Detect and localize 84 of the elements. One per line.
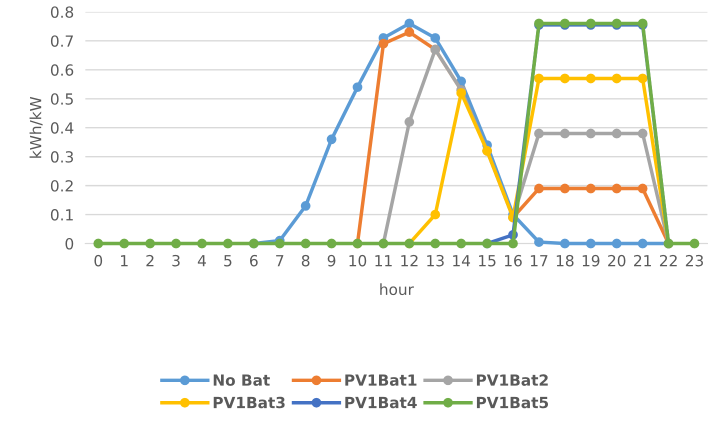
- point: [300, 201, 311, 211]
- point: [197, 238, 207, 248]
- x-tick-label: 14: [453, 255, 470, 266]
- point: [534, 184, 544, 194]
- x-tick-label: 0: [94, 254, 102, 266]
- point: [274, 238, 285, 248]
- point: [223, 238, 233, 248]
- point: [690, 238, 700, 248]
- x-tick-label: 23: [686, 254, 703, 266]
- point: [638, 184, 648, 194]
- point: [612, 184, 622, 194]
- point: [586, 74, 596, 84]
- x-tick-label: 13: [427, 254, 444, 266]
- legend-label: PV1Bat4: [345, 396, 417, 408]
- point: [300, 238, 311, 248]
- x-tick-label: 5: [224, 255, 232, 266]
- x-tick-label: 18: [556, 254, 574, 266]
- point: [119, 238, 130, 248]
- point: [430, 238, 440, 248]
- point: [638, 74, 648, 84]
- point: [612, 128, 622, 138]
- x-tick-label: 7: [276, 255, 284, 266]
- x-tick-label: 17: [530, 255, 548, 266]
- point: [456, 238, 466, 248]
- point: [612, 238, 622, 248]
- point: [534, 128, 544, 138]
- y-axis-title: kWh/kW: [30, 96, 43, 158]
- point: [404, 18, 414, 28]
- x-tick-label: 8: [302, 254, 310, 266]
- legend-label: PV1Bat3: [214, 396, 285, 408]
- point: [612, 74, 622, 84]
- point: [326, 134, 336, 144]
- point: [560, 74, 570, 84]
- point: [586, 128, 596, 138]
- point: [638, 128, 648, 138]
- legend-label: No Bat: [214, 374, 270, 386]
- x-tick-label: 16: [504, 254, 522, 266]
- point: [430, 210, 440, 220]
- point: [430, 33, 440, 43]
- x-tick-label: 20: [608, 254, 626, 266]
- point: [508, 238, 518, 248]
- y-tick-label: 0: [65, 238, 74, 250]
- y-tick-label: 0.8: [50, 6, 74, 18]
- x-tick-label: 11: [375, 255, 392, 266]
- point: [145, 238, 155, 248]
- y-tick-label: 0.3: [50, 151, 73, 163]
- x-tick-label: 6: [250, 254, 258, 266]
- legend-label: PV1Bat1: [345, 374, 416, 386]
- point: [171, 238, 181, 248]
- legend-label: PV1Bat5: [476, 396, 548, 408]
- point: [93, 238, 104, 248]
- point: [378, 38, 388, 49]
- y-tick-label: 0.2: [50, 180, 73, 192]
- point: [560, 184, 570, 194]
- y-tick-label: 0.6: [50, 64, 74, 76]
- x-tick-label: 22: [660, 254, 677, 266]
- y-tick-label: 0.5: [50, 93, 73, 105]
- x-tick-label: 12: [401, 254, 418, 266]
- point: [586, 184, 596, 194]
- point: [586, 238, 596, 248]
- point: [638, 238, 648, 248]
- point: [352, 82, 362, 92]
- x-tick-label: 3: [172, 254, 180, 266]
- point: [326, 238, 336, 248]
- legend-label: PV1Bat2: [476, 374, 548, 386]
- point: [404, 117, 414, 127]
- x-tick-label: 2: [146, 254, 154, 266]
- point: [560, 238, 570, 248]
- x-tick-label: 9: [328, 254, 336, 266]
- y-tick-label: 0.4: [50, 122, 74, 134]
- x-tick-label: 15: [479, 255, 496, 266]
- y-tick-label: 0.7: [50, 35, 73, 47]
- y-tick-label: 0.1: [50, 209, 73, 221]
- x-tick-label: 10: [349, 254, 366, 266]
- point: [456, 88, 466, 98]
- point: [560, 128, 570, 138]
- x-tick-label: 21: [634, 254, 651, 266]
- point: [534, 74, 544, 84]
- x-tick-label: 4: [198, 255, 206, 266]
- x-axis-title: hour: [380, 283, 414, 296]
- point: [534, 237, 544, 247]
- point: [404, 27, 414, 38]
- x-tick-label: 19: [582, 254, 600, 266]
- x-tick-label: 1: [121, 255, 128, 266]
